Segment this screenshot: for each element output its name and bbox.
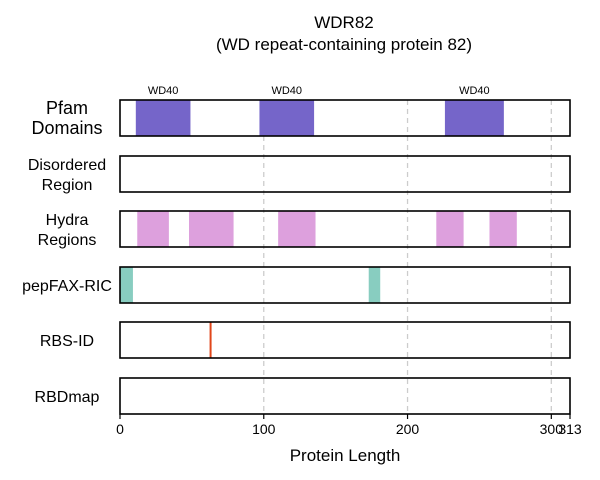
hydra-regions-segment-3 [278, 211, 316, 247]
track-label-pfam-domains: Pfam Domains [31, 98, 102, 138]
hydra-regions-segment-4 [436, 211, 464, 247]
track-label-hydra-regions: Hydra Regions [38, 212, 97, 249]
track-rbdmap: RBDmap [35, 377, 571, 415]
track-label-rbs-id: RBS-ID [40, 333, 94, 350]
track-disordered-region: Disordered Region [28, 155, 571, 194]
pepfax-ric-frame [119, 266, 571, 304]
track-rbs-id: RBS-ID [40, 321, 571, 359]
chart-subtitle: (WD repeat-containing protein 82) [216, 35, 472, 54]
x-tick-label-100: 100 [252, 421, 276, 437]
track-label-pepfax-ric: pepFAX-RIC [22, 278, 112, 295]
x-tick-label-313: 313 [558, 421, 582, 437]
grid-layer [263, 100, 552, 414]
track-label-rbdmap: RBDmap [35, 389, 100, 406]
pepfax-ric-segment-2 [368, 267, 381, 303]
chart-title: WDR82 [314, 13, 374, 32]
x-tick-label-0: 0 [116, 421, 124, 437]
pfam-domains-frame [119, 99, 571, 137]
track-pepfax-ric: pepFAX-RIC [22, 266, 571, 304]
hydra-regions-segment-5 [489, 211, 517, 247]
track-label-disordered-region: Disordered Region [28, 157, 106, 194]
pfam-domains-segment-3 [444, 100, 504, 136]
x-tick-label-300: 300 [540, 421, 564, 437]
track-pfam-domains: WD40 WD40 WD40 Pfam Domains [31, 85, 571, 138]
pfam-domains-segment-2 [259, 100, 315, 136]
hydra-regions-segment-2 [189, 211, 234, 247]
pepfax-ric-segment-1 [120, 267, 133, 303]
rbs-id-frame [119, 321, 571, 359]
disordered-region-frame [119, 155, 571, 193]
x-tick-label-200: 200 [396, 421, 420, 437]
domain-label: WD40 [271, 85, 302, 97]
hydra-regions-segment-1 [137, 211, 169, 247]
domain-label: WD40 [459, 85, 490, 97]
domain-label: WD40 [148, 85, 179, 97]
x-axis-label: Protein Length [290, 446, 401, 465]
track-hydra-regions: Hydra Regions [38, 210, 571, 249]
pfam-domains-segment-1 [135, 100, 191, 136]
rbdmap-frame [119, 377, 571, 415]
hydra-regions-frame [119, 210, 571, 248]
tracks-layer: WD40 WD40 WD40 Pfam Domains Disordered Region H… [22, 85, 571, 415]
